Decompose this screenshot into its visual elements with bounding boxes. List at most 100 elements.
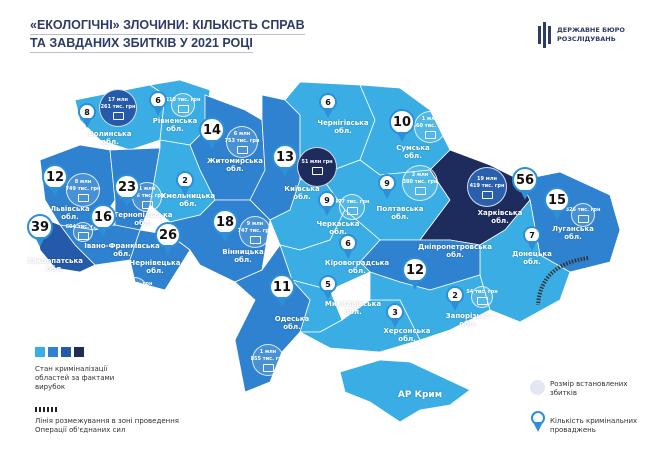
case-count-pin: 16 (90, 204, 116, 230)
damage-circle: 6 млн 753 тис. грн (225, 126, 259, 158)
case-count-pin: 9 (318, 191, 336, 209)
damage-circle: 326 тис. грн (566, 203, 600, 227)
region-label: Тернопільська обл. (113, 211, 173, 227)
region-24 (339, 359, 471, 423)
region-label: Миколаївська обл. (324, 300, 382, 316)
damage-amount: 17 млн (108, 96, 128, 103)
damage-circle: 477 тис. грн (335, 194, 369, 220)
damage-legend-label: Розмір встановлених збитків (550, 380, 628, 397)
damage-circle: 2 млн 380 тис. грн (402, 165, 438, 201)
region-label: Дніпропетровська обл. (417, 243, 493, 259)
damage-circle: 1 млн 560 тис. грн (412, 111, 448, 143)
case-count-pin: 39 (27, 214, 53, 240)
contact-line-legend-label: Лінія розмежування в зоні проведення Опе… (35, 417, 180, 434)
money-stack-icon (481, 190, 493, 199)
damage-amount: 1 млн (138, 185, 156, 192)
money-stack-icon (414, 186, 426, 195)
count-legend-label: Кількість кримінальних проваджень (550, 417, 638, 434)
title-line-2: ТА ЗАВДАНИХ ЗБИТКІВ У 2021 РОЦІ (30, 35, 253, 53)
damage-amount: 9 млн (246, 220, 264, 227)
case-count-pin: 14 (199, 117, 225, 143)
region-label: Львівська обл. (50, 205, 90, 221)
damage-amount: 380 тис. грн (402, 178, 438, 185)
money-stack-icon (577, 215, 589, 223)
money-stack-icon (424, 130, 436, 139)
damage-legend-icon (530, 380, 545, 395)
money-stack-icon (129, 289, 141, 297)
region-label: Хмельницька обл. (160, 192, 216, 208)
damage-amount: 726 тис. грн (129, 192, 165, 199)
money-stack-icon (311, 167, 323, 175)
damage-circle: 869 тис. грн (118, 277, 152, 301)
money-stack-icon (77, 232, 89, 240)
damage-circle: 604 тис. грн (66, 222, 100, 242)
region-label: Херсонська обл. (383, 327, 431, 343)
case-count-pin: 6 (339, 234, 357, 252)
damage-amount: 869 тис. грн (117, 281, 153, 287)
damage-amount: 326 тис. грн (565, 207, 601, 213)
damage-amount: 477 тис. грн (334, 199, 370, 205)
damage-circle: 51 млн грн (297, 147, 337, 187)
region-label: Рівненська обл. (152, 117, 198, 133)
region-label: АР Крим (397, 390, 443, 400)
case-count-pin: 12 (402, 257, 428, 283)
region-label: Закарпатська обл. (27, 257, 83, 273)
money-stack-icon (62, 293, 74, 302)
case-count-pin: 7 (523, 226, 541, 244)
case-count-pin: 3 (386, 303, 404, 321)
title-line-1: «ЕКОЛОГІЧНІ» ЗЛОЧИНИ: КІЛЬКІСТЬ СПРАВ (30, 17, 305, 35)
money-stack-icon (177, 105, 189, 113)
region-label: Запорізька обл. (445, 312, 491, 328)
case-count-pin: 11 (269, 274, 295, 300)
damage-circle: 8 млн 749 тис. грн (66, 173, 100, 207)
damage-amount: 218 тис. грн (165, 97, 201, 103)
damage-amount: 51 млн грн (301, 159, 333, 165)
money-stack-icon (141, 200, 153, 209)
case-count-pin: 10 (389, 109, 415, 135)
region-label: Одеська обл. (274, 315, 310, 331)
region-label: Київська обл. (284, 185, 320, 201)
logo-text-2: РОЗСЛІДУВАНЬ (557, 35, 616, 43)
region-label: Полтавська обл. (376, 205, 424, 221)
region-label: Житомирська обл. (206, 157, 264, 173)
damage-amount: 749 тис. грн (65, 185, 101, 192)
case-count-pin: 5 (319, 275, 337, 293)
damage-circle: 6 млн 76 тис. грн (52, 276, 84, 304)
shade-swatch-3 (61, 347, 71, 357)
shade-swatch-2 (48, 347, 58, 357)
count-legend-pin-icon (531, 411, 545, 425)
damage-amount: 560 тис. грн (412, 122, 448, 129)
money-stack-icon (262, 363, 274, 372)
shade-swatch-1 (35, 347, 45, 357)
case-count-pin: 2 (446, 286, 464, 304)
damage-amount: 2 млн (411, 171, 429, 178)
damage-amount: 8 млн (74, 178, 92, 185)
logo-emblem-icon (538, 22, 551, 48)
region-label: Чернівецька обл. (129, 259, 181, 275)
region-label: Черкаська обл. (316, 220, 360, 236)
damage-amount: 1 млн (421, 115, 439, 122)
damage-circle: 19 млн 419 тис. грн (467, 167, 507, 207)
case-count-pin: 23 (114, 174, 140, 200)
shade-swatch-4 (74, 347, 84, 357)
case-count-pin: 6 (319, 93, 337, 111)
contact-line (536, 256, 589, 306)
damage-circle: 218 тис. грн (166, 93, 200, 117)
case-count-pin: 56 (512, 167, 538, 193)
money-stack-icon (77, 193, 89, 202)
case-count-pin: 12 (42, 164, 68, 190)
damage-amount: 261 тис. грн (100, 103, 136, 110)
damage-amount: 76 тис. грн (52, 285, 84, 292)
damage-amount: 855 тис. грн (250, 355, 286, 362)
dbr-logo: ДЕРЖАВНЕ БЮРО РОЗСЛІДУВАНЬ (538, 22, 625, 48)
damage-amount: 1 млн (259, 348, 277, 355)
case-count-pin: 18 (212, 209, 238, 235)
region-label: Луганська обл. (552, 225, 594, 241)
money-stack-icon (249, 235, 261, 244)
damage-amount: 6 млн (59, 278, 77, 285)
damage-amount: 747 тис. грн (237, 227, 273, 234)
contact-line-legend-icon (35, 407, 57, 412)
damage-amount: 419 тис. грн (469, 182, 505, 189)
region-label: Кіровоградська обл. (324, 259, 390, 275)
